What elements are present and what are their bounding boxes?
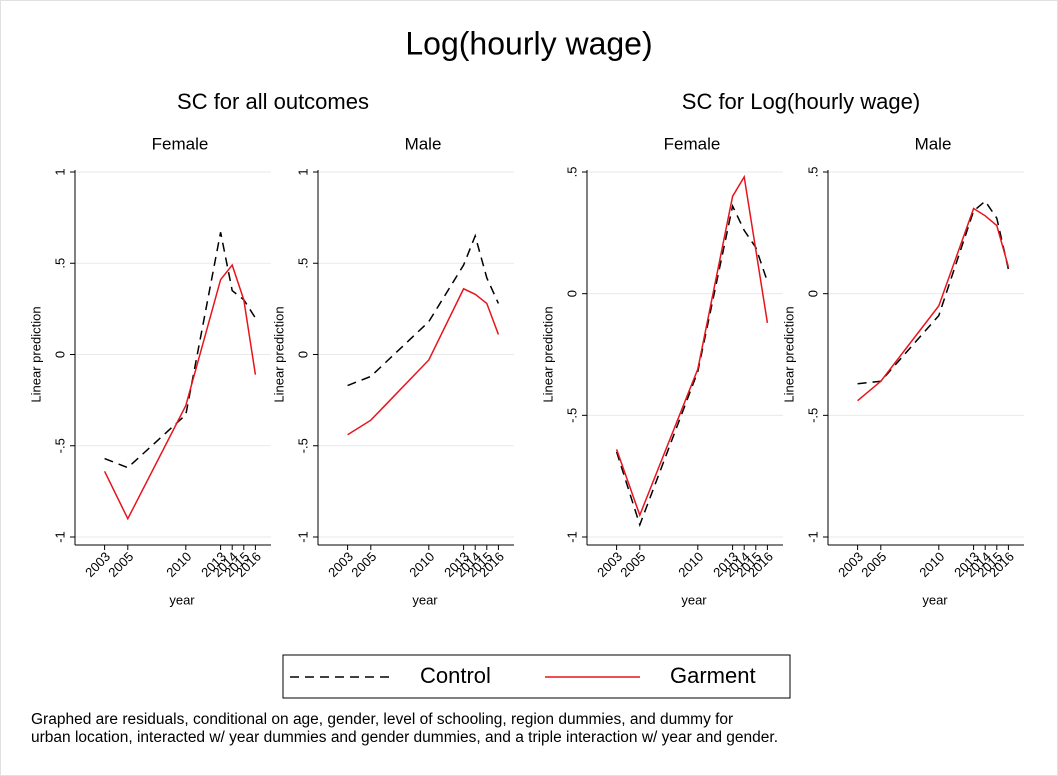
group-title: SC for all outcomes [177,89,369,114]
y-tick-label: -1 [295,531,310,543]
y-axis-label: Linear prediction [28,306,43,402]
y-tick-label: -.5 [295,438,310,453]
x-axis-label: year [169,592,195,607]
y-tick-label: 0 [295,351,310,358]
y-tick-label: .5 [52,258,67,269]
y-tick-label: -.5 [805,408,820,423]
group-title: SC for Log(hourly wage) [682,89,920,114]
y-tick-label: -1 [805,531,820,543]
panel-title: Female [664,134,721,153]
y-axis-label: Linear prediction [540,306,555,402]
series-line [857,207,1010,402]
series-line [103,263,257,521]
y-tick-label: .5 [295,258,310,269]
y-tick-label: .5 [805,167,820,178]
panel-title: Female [152,134,209,153]
series-line [347,287,500,436]
y-axis-label: Linear prediction [781,306,796,402]
x-axis-label: year [681,592,707,607]
x-axis-label: year [412,592,438,607]
legend: Control Garment [282,654,791,699]
figure-title: Log(hourly wage) [405,25,652,61]
panel-title: Male [915,134,952,153]
y-tick-label: 0 [564,290,579,297]
y-tick-label: -.5 [564,408,579,423]
x-axis-label: year [922,592,948,607]
y-tick-label: 0 [805,290,820,297]
y-tick-label: -.5 [52,438,67,453]
y-tick-label: -1 [564,531,579,543]
legend-label: Control [420,663,491,688]
y-tick-label: 0 [52,351,67,358]
legend-label: Garment [670,663,756,688]
series-line [615,174,769,518]
y-axis-label: Linear prediction [271,306,286,402]
note: Graphed are residuals, conditional on ag… [31,711,733,728]
y-tick-label: -1 [52,531,67,543]
y-tick-label: 1 [295,168,310,175]
panel-title: Male [405,134,442,153]
y-tick-label: .5 [564,167,579,178]
series-line [347,233,500,387]
y-tick-label: 1 [52,168,67,175]
note: urban location, interacted w/ year dummi… [31,729,778,746]
